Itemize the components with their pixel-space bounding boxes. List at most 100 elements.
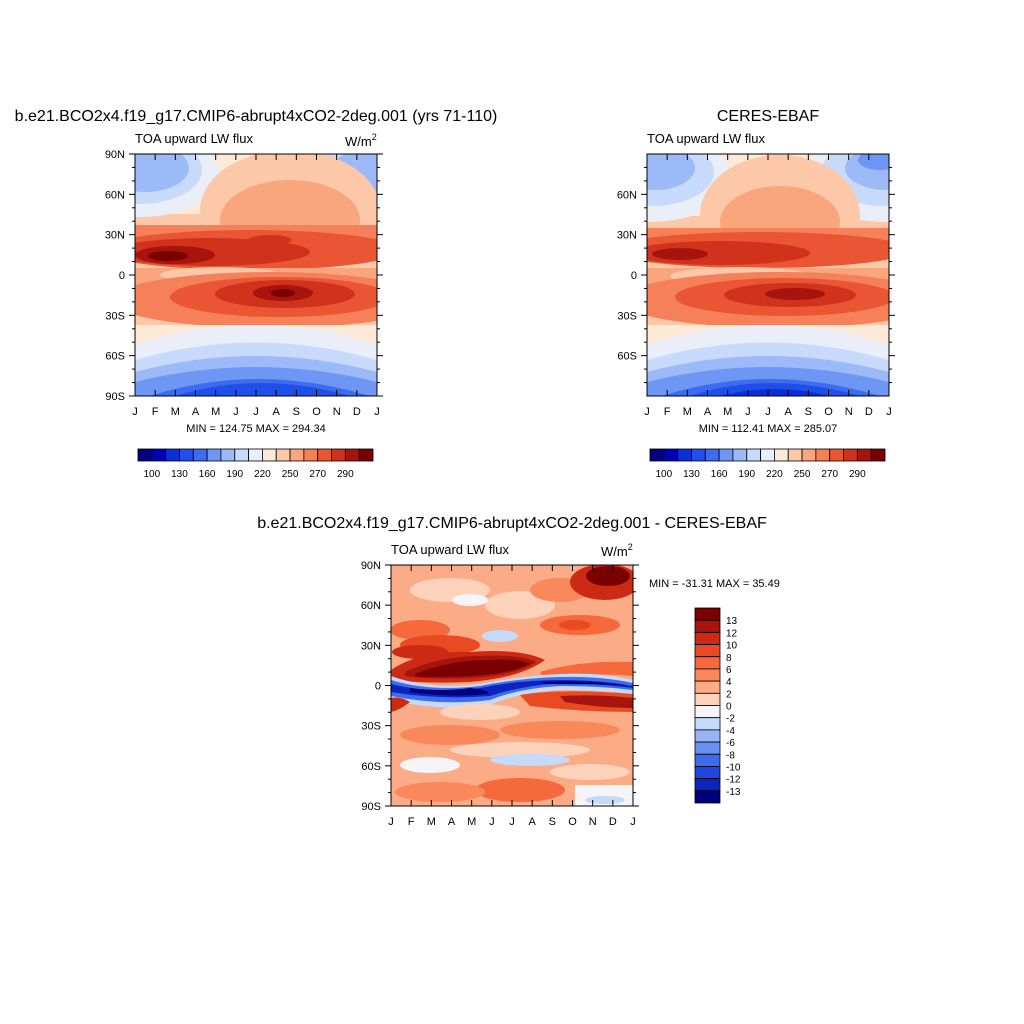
- panel-observations: CERES-EBAF TOA upward LW flux: [617, 108, 895, 480]
- panel-observations-field: [647, 154, 889, 396]
- colorbar-swatch: [801, 448, 817, 462]
- colorbar-label: 13: [726, 616, 738, 627]
- x-tick-label: M: [211, 406, 220, 418]
- colorbar-swatch: [718, 448, 734, 462]
- panel-model-colorbar: 100 130 160 190 220 250 270 290: [137, 448, 374, 480]
- colorbar-label: 2: [726, 689, 732, 700]
- colorbar-swatch: [694, 729, 721, 743]
- colorbar-swatch: [694, 607, 721, 621]
- colorbar-label: 270: [309, 469, 326, 480]
- x-tick-label: D: [353, 406, 361, 418]
- x-tick-label: A: [448, 816, 456, 828]
- panel-model-units: W/m2: [345, 132, 377, 149]
- colorbar-label: 6: [726, 665, 732, 676]
- colorbar-label: 220: [766, 469, 783, 480]
- colorbar-label: 190: [226, 469, 243, 480]
- x-tick-label: S: [293, 406, 300, 418]
- x-tick-label: O: [824, 406, 833, 418]
- colorbar-swatch: [289, 448, 305, 462]
- colorbar-swatch: [856, 448, 872, 462]
- colorbar-swatch: [694, 692, 721, 706]
- y-tick-label: 60N: [105, 189, 125, 201]
- panel-model-field: [135, 154, 377, 396]
- colorbar-label: 130: [171, 469, 188, 480]
- colorbar-swatch: [691, 448, 706, 462]
- panel-model-subtitle: TOA upward LW flux: [135, 131, 254, 146]
- x-tick-label: J: [765, 406, 771, 418]
- colorbar-swatch: [694, 644, 721, 658]
- colorbar-label: 12: [726, 628, 738, 639]
- colorbar-swatch: [694, 741, 721, 755]
- y-tick-label: 30S: [105, 310, 125, 322]
- y-tick-label: 60N: [617, 189, 637, 201]
- colorbar-swatch: [694, 717, 721, 731]
- colorbar-swatch: [165, 448, 180, 462]
- colorbar-swatch: [829, 448, 844, 462]
- colorbar-swatch: [275, 448, 291, 462]
- colorbar-swatch: [694, 790, 721, 804]
- colorbar-swatch: [234, 448, 249, 462]
- colorbar-swatch: [303, 448, 319, 462]
- x-tick-label: M: [683, 406, 692, 418]
- colorbar-swatch: [677, 448, 692, 462]
- x-tick-label: M: [427, 816, 436, 828]
- x-tick-label: J: [388, 816, 394, 828]
- x-tick-label: J: [644, 406, 650, 418]
- colorbar-swatch: [358, 448, 374, 462]
- colorbar-label: 290: [337, 469, 354, 480]
- x-tick-label: J: [374, 406, 380, 418]
- x-tick-label: F: [664, 406, 671, 418]
- colorbar-label: 100: [143, 469, 160, 480]
- colorbar-swatch: [694, 668, 721, 682]
- colorbar-swatch: [815, 448, 831, 462]
- x-tick-label: N: [589, 816, 597, 828]
- colorbar-swatch: [760, 448, 775, 462]
- colorbar-swatch: [248, 448, 263, 462]
- y-tick-label: 90S: [105, 391, 125, 403]
- colorbar-label: 250: [282, 469, 299, 480]
- colorbar-swatch: [649, 448, 665, 462]
- colorbar-label: -12: [726, 775, 741, 786]
- colorbar-swatch: [694, 631, 721, 645]
- x-tick-label: D: [865, 406, 873, 418]
- colorbar-label: 290: [849, 469, 866, 480]
- x-tick-label: M: [171, 406, 180, 418]
- y-tick-label: 60S: [361, 761, 381, 773]
- colorbar-label: 0: [726, 702, 732, 713]
- colorbar-swatch: [663, 448, 679, 462]
- panel-model: b.e21.BCO2x4.f19_g17.CMIP6-abrupt4xCO2-2…: [15, 108, 498, 480]
- colorbar-label: 8: [726, 653, 732, 664]
- colorbar-label: -6: [726, 738, 735, 749]
- panel-observations-subtitle: TOA upward LW flux: [647, 131, 766, 146]
- x-tick-label: N: [333, 406, 341, 418]
- colorbar-swatch: [206, 448, 222, 462]
- x-tick-label: D: [609, 816, 617, 828]
- y-tick-label: 60S: [105, 351, 125, 363]
- x-tick-label: N: [845, 406, 853, 418]
- panel-difference-units: W/m2: [601, 542, 633, 559]
- y-tick-label: 30N: [105, 230, 125, 242]
- y-tick-label: 0: [631, 270, 637, 282]
- colorbar-swatch: [694, 656, 721, 670]
- colorbar-swatch: [220, 448, 236, 462]
- panel-difference-stats: MIN = -31.31 MAX = 35.49: [649, 578, 780, 590]
- x-tick-label: A: [528, 816, 536, 828]
- x-tick-label: A: [272, 406, 280, 418]
- x-tick-label: O: [312, 406, 321, 418]
- y-tick-label: 30N: [617, 230, 637, 242]
- x-tick-label: A: [192, 406, 200, 418]
- panel-difference-title: b.e21.BCO2x4.f19_g17.CMIP6-abrupt4xCO2-2…: [257, 515, 767, 532]
- panel-difference: b.e21.BCO2x4.f19_g17.CMIP6-abrupt4xCO2-2…: [257, 515, 780, 828]
- panel-model-stats: MIN = 124.75 MAX = 294.34: [186, 423, 325, 435]
- colorbar-label: -13: [726, 787, 741, 798]
- colorbar-swatch: [694, 619, 721, 633]
- colorbar-swatch: [787, 448, 803, 462]
- colorbar-label: -10: [726, 762, 741, 773]
- y-tick-label: 90N: [105, 149, 125, 161]
- x-tick-label: A: [704, 406, 712, 418]
- y-tick-label: 60S: [617, 351, 637, 363]
- colorbar-swatch: [694, 705, 721, 719]
- colorbar-swatch: [317, 448, 332, 462]
